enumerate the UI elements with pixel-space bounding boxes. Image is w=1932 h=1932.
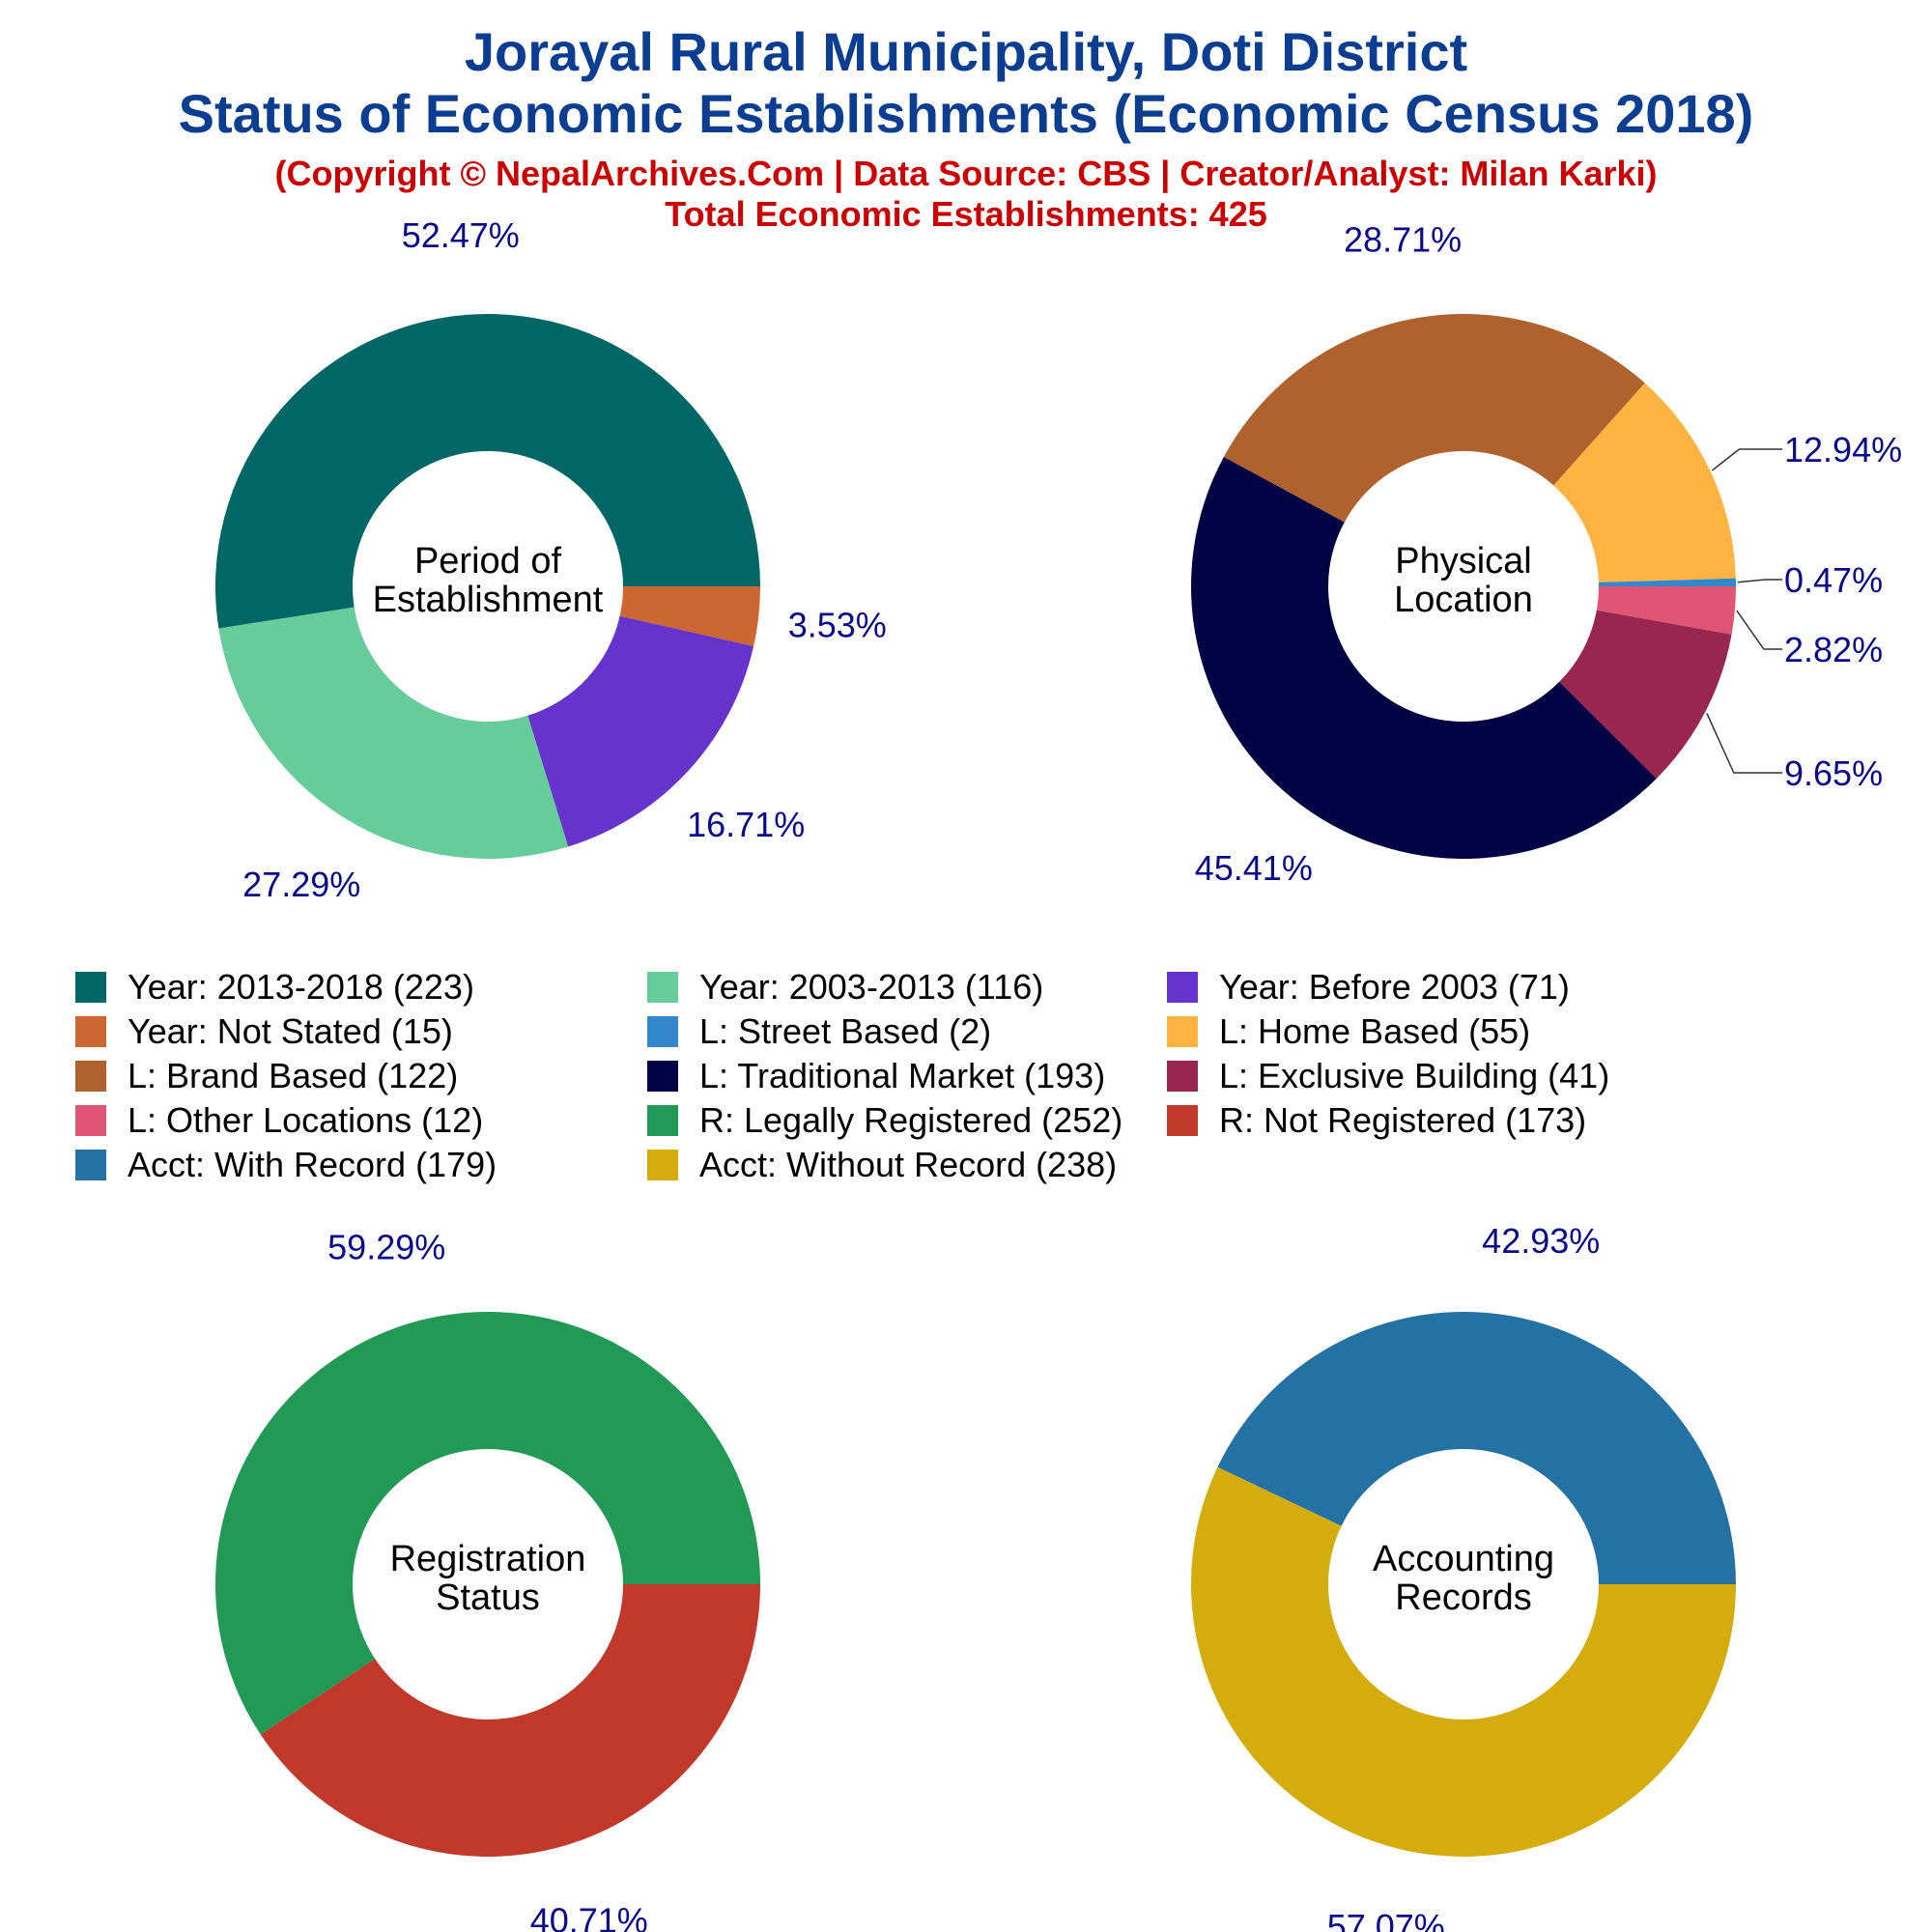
percent-label: 0.47%: [1784, 560, 1883, 600]
slice-l-brand-based: [1223, 314, 1645, 523]
legend-item: Year: Not Stated (15): [75, 1010, 453, 1053]
legend-swatch: [647, 1061, 678, 1092]
slice-year-before-2003: [527, 615, 754, 847]
legend-swatch: [647, 1016, 678, 1047]
legend-item: L: Brand Based (122): [75, 1055, 458, 1097]
leader-line: [1711, 448, 1782, 471]
legend-label: Year: Before 2003 (71): [1219, 967, 1570, 1007]
legend-swatch: [1167, 972, 1198, 1003]
legend-swatch: [75, 1061, 106, 1092]
legend-item: L: Other Locations (12): [75, 1099, 483, 1142]
legend-swatch: [647, 1105, 678, 1136]
center-label: Registration: [390, 1539, 586, 1579]
legend-swatch: [75, 1150, 106, 1180]
legend-item: Year: 2003-2013 (116): [647, 966, 1043, 1009]
slice-year-2013-2018: [215, 313, 760, 629]
legend-item: L: Traditional Market (193): [647, 1055, 1105, 1097]
percent-label: 57.07%: [1327, 1907, 1445, 1932]
legend-item: Acct: Without Record (238): [647, 1144, 1117, 1186]
percent-label: 16.71%: [687, 805, 805, 844]
donut-chart-2: 12.94% 0.47% 2.82% 9.65% 45.41% 28.71% Physica…: [1191, 219, 1902, 888]
leader-line: [1736, 610, 1782, 650]
center-label: Status: [436, 1577, 540, 1618]
legend-item: L: Home Based (55): [1167, 1010, 1530, 1053]
legend-label: Acct: Without Record (238): [699, 1145, 1118, 1184]
center-label: Period of: [414, 541, 562, 582]
center-label: Location: [1394, 580, 1533, 620]
legend-label: L: Traditional Market (193): [699, 1056, 1106, 1095]
slice-r-legally-registered: [214, 1311, 760, 1735]
leader-line: [1737, 579, 1782, 583]
slice-acct-with-record: [1217, 1311, 1736, 1584]
legend-swatch: [75, 1105, 106, 1136]
slice-l-traditional-market: [1191, 456, 1657, 859]
leader-line: [1706, 712, 1782, 774]
total-establishments: Total Economic Establishments: 425: [665, 194, 1267, 234]
slice-l-home-based: [1553, 383, 1736, 582]
legend-item: L: Exclusive Building (41): [1167, 1055, 1609, 1097]
percent-label: 45.41%: [1195, 848, 1313, 888]
percent-label: 59.29%: [327, 1227, 445, 1266]
donut-chart-1: 52.47% 3.53% 16.71% 27.29% Period ofEstablis…: [215, 215, 887, 904]
legend-item: Year: Before 2003 (71): [1167, 966, 1570, 1009]
legend-label: L: Other Locations (12): [128, 1100, 484, 1140]
slice-l-street-based: [1598, 578, 1736, 586]
legend-swatch: [1167, 1105, 1198, 1136]
percent-label: 40.71%: [530, 1901, 648, 1932]
legend-item: R: Legally Registered (252): [647, 1099, 1122, 1142]
legend-swatch: [75, 972, 106, 1003]
percent-label: 9.65%: [1784, 753, 1883, 793]
legend-label: R: Legally Registered (252): [699, 1100, 1123, 1140]
percent-label: 28.71%: [1344, 219, 1462, 259]
legend-swatch: [75, 1016, 106, 1047]
chart-title-line1: Jorayal Rural Municipality, Doti Distric…: [464, 21, 1468, 82]
slice-year-not-stated: [619, 586, 760, 647]
legend-label: L: Home Based (55): [1219, 1011, 1531, 1051]
percent-label: 12.94%: [1784, 430, 1902, 469]
slice-acct-without-record: [1191, 1466, 1736, 1857]
center-label: Records: [1395, 1577, 1532, 1618]
legend-swatch: [1167, 1061, 1198, 1092]
center-label: Accounting: [1373, 1539, 1554, 1579]
slice-year-2003-2013: [218, 607, 569, 859]
legend-label: Year: Not Stated (15): [128, 1011, 453, 1051]
legend-label: L: Brand Based (122): [128, 1056, 459, 1095]
percent-label: 42.93%: [1482, 1221, 1600, 1261]
slice-r-not-registered: [260, 1584, 760, 1857]
legend-item: Acct: With Record (179): [75, 1144, 497, 1186]
legend-item: L: Street Based (2): [647, 1010, 991, 1053]
center-label: Physical: [1395, 541, 1532, 582]
legend-label: R: Not Registered (173): [1219, 1100, 1587, 1140]
legend-swatch: [647, 1150, 678, 1180]
legend-swatch: [647, 972, 678, 1003]
chart-title-line2: Status of Economic Establishments (Econo…: [178, 83, 1754, 144]
percent-label: 2.82%: [1784, 630, 1883, 669]
legend-label: Year: 2013-2018 (223): [128, 967, 474, 1007]
center-label: Establishment: [373, 580, 604, 620]
percent-label: 27.29%: [242, 865, 360, 904]
legend-swatch: [1167, 1016, 1198, 1047]
slice-l-other-locations: [1596, 586, 1736, 635]
percent-label: 3.53%: [788, 605, 887, 644]
legend-label: Acct: With Record (179): [128, 1145, 497, 1184]
legend-label: L: Street Based (2): [699, 1011, 992, 1051]
copyright-line: (Copyright © NepalArchives.Com | Data So…: [274, 154, 1658, 193]
legend-item: R: Not Registered (173): [1167, 1099, 1586, 1142]
legend-label: L: Exclusive Building (41): [1219, 1056, 1610, 1095]
percent-label: 52.47%: [402, 215, 520, 255]
legend-label: Year: 2003-2013 (116): [699, 967, 1044, 1007]
slice-l-exclusive-building: [1559, 610, 1732, 780]
legend-item: Year: 2013-2018 (223): [75, 966, 474, 1009]
